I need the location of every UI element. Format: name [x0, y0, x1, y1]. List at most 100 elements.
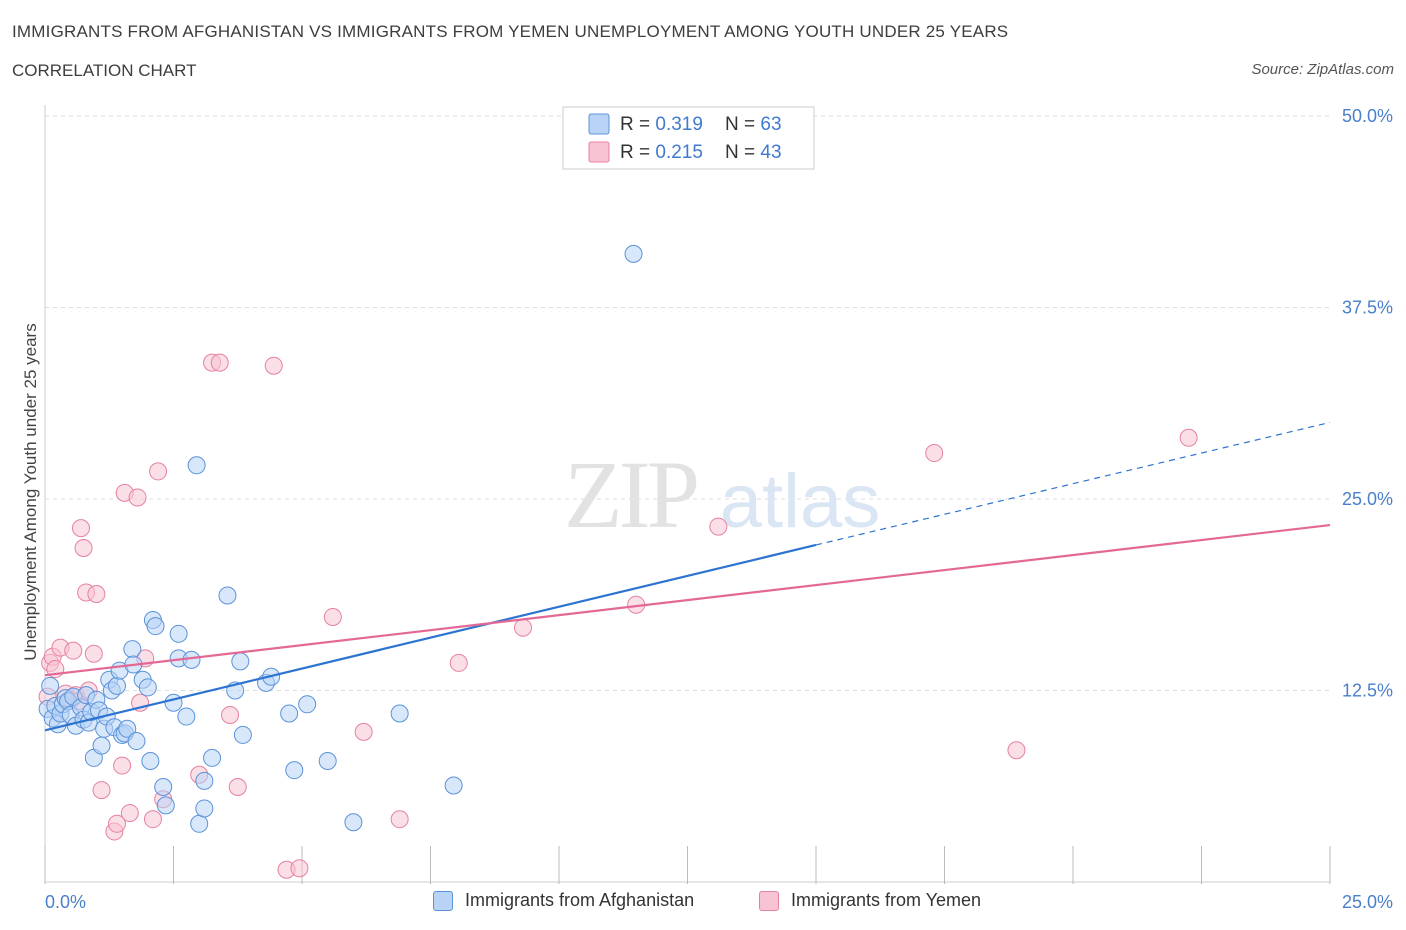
- yemen-points: [38, 353, 1198, 879]
- afghanistan-points: [38, 244, 643, 833]
- yemen-point-44: [1007, 741, 1026, 760]
- afghanistan-point-44: [177, 707, 196, 726]
- legend-bottom-label-afghanistan: Immigrants from Afghanistan: [465, 890, 695, 910]
- legend-bottom-swatch-yemen: [759, 890, 779, 911]
- afghanistan-point-59: [298, 695, 317, 714]
- legend-n-value-afghanistan: 63: [760, 114, 781, 135]
- y-tick-label-1: 25.0%: [1342, 489, 1393, 509]
- legend-r-label-yemen: R =: [620, 142, 655, 163]
- afghanistan-trend-extension: [815, 421, 1331, 546]
- y-tick-label-2: 37.5%: [1342, 298, 1393, 318]
- afghanistan-point-30: [118, 719, 137, 738]
- y-tick-label-3: 50.0%: [1342, 106, 1393, 126]
- legend-swatch-yemen: [588, 141, 610, 163]
- afghanistan-point-58: [285, 761, 304, 780]
- yemen-trend-line: [44, 523, 1331, 677]
- afghanistan-point-35: [138, 678, 157, 697]
- afghanistan-point-46: [187, 456, 206, 475]
- yemen-point-36: [323, 607, 342, 626]
- yemen-point-33: [264, 356, 283, 375]
- afghanistan-point-61: [344, 813, 363, 832]
- x-tick-label-1: 25.0%: [1342, 892, 1393, 912]
- yemen-point-16: [92, 781, 111, 800]
- afghanistan-point-62: [390, 704, 409, 723]
- afghanistan-point-40: [156, 796, 175, 815]
- svg-text:N = 43: N = 43: [725, 142, 782, 163]
- legend-bottom-label-yemen: Immigrants from Yemen: [791, 890, 982, 910]
- yemen-point-10: [71, 519, 90, 538]
- watermark-zip: ZIP: [564, 441, 697, 548]
- yemen-point-26: [149, 462, 168, 481]
- watermark: ZIP atlas: [564, 441, 880, 548]
- legend-item-afghanistan: Immigrants from Afghanistan: [433, 890, 694, 911]
- chart-subtitle: CORRELATION CHART: [12, 61, 197, 80]
- legend-bottom-swatch-afghanistan: [433, 890, 453, 911]
- afghanistan-point-20: [92, 736, 111, 755]
- yemen-point-7: [64, 641, 83, 660]
- y-tick-label-0: 12.5%: [1342, 681, 1393, 701]
- yemen-point-43: [925, 444, 944, 463]
- afghanistan-point-64: [624, 244, 643, 263]
- afghanistan-point-41: [164, 693, 183, 712]
- afghanistan-point-38: [146, 617, 165, 636]
- afghanistan-point-31: [123, 640, 142, 659]
- afghanistan-point-43: [169, 624, 188, 643]
- yemen-point-21: [120, 804, 139, 823]
- yemen-point-22: [128, 488, 147, 507]
- yemen-point-15: [87, 584, 106, 603]
- chart-title: IMMIGRANTS FROM AFGHANISTAN VS IMMIGRANT…: [12, 22, 1009, 41]
- yemen-point-45: [1179, 428, 1198, 447]
- y-axis-label: Unemployment Among Youth under 25 years: [21, 323, 40, 660]
- afghanistan-trend-line: [44, 543, 817, 732]
- legend-n-value-yemen: 43: [760, 142, 781, 163]
- afghanistan-point-51: [218, 586, 237, 605]
- source-label: Source: ZipAtlas.com: [1251, 61, 1394, 78]
- legend-r-value-yemen: 0.215: [655, 142, 703, 163]
- legend-top: R = 0.319 N = 63 R = 0.215 N = 43: [562, 106, 815, 170]
- afghanistan-point-60: [318, 751, 337, 770]
- svg-text:R = 0.319: R = 0.319: [620, 114, 703, 135]
- legend-r-value-afghanistan: 0.319: [655, 114, 703, 135]
- legend-r-label-afghanistan: R =: [620, 114, 655, 135]
- grid-lines: [45, 115, 1330, 691]
- svg-text:N = 63: N = 63: [725, 114, 782, 135]
- yemen-point-32: [228, 778, 247, 797]
- afghanistan-point-57: [280, 704, 299, 723]
- tick-labels: 12.5% 25.0% 37.5% 50.0% 0.0% 25.0%: [45, 106, 1393, 912]
- afghanistan-point-53: [231, 652, 250, 671]
- yemen-point-18: [107, 814, 126, 833]
- afghanistan-point-36: [141, 751, 160, 770]
- legend-bottom: Immigrants from Afghanistan Immigrants f…: [0, 890, 1406, 916]
- svg-text:R = 0.215: R = 0.215: [620, 142, 703, 163]
- legend-swatch-afghanistan: [588, 113, 610, 135]
- yemen-point-35: [290, 859, 309, 878]
- afghanistan-point-39: [154, 778, 173, 797]
- yemen-point-14: [84, 644, 103, 663]
- afghanistan-point-50: [203, 748, 222, 767]
- afghanistan-point-63: [444, 776, 463, 795]
- watermark-atlas: atlas: [720, 459, 881, 544]
- afghanistan-point-47: [190, 814, 209, 833]
- afghanistan-point-26: [107, 676, 126, 695]
- yemen-point-25: [143, 810, 162, 829]
- yemen-point-19: [113, 756, 132, 775]
- axes: [44, 105, 1331, 884]
- afghanistan-point-54: [233, 725, 252, 744]
- legend-item-yemen: Immigrants from Yemen: [759, 890, 981, 911]
- afghanistan-point-1: [41, 676, 60, 695]
- afghanistan-point-49: [195, 771, 214, 790]
- x-tick-label-0: 0.0%: [45, 892, 86, 912]
- yemen-point-39: [449, 653, 468, 672]
- yemen-point-31: [221, 706, 240, 725]
- afghanistan-point-48: [195, 799, 214, 818]
- yemen-point-42: [709, 517, 728, 536]
- yemen-point-37: [354, 722, 373, 741]
- afghanistan-point-33: [127, 732, 146, 751]
- yemen-point-11: [74, 539, 93, 558]
- yemen-point-30: [210, 353, 229, 372]
- yemen-point-40: [514, 618, 533, 637]
- legend-n-label-afghanistan: N =: [725, 114, 760, 135]
- legend-n-label-yemen: N =: [725, 142, 760, 163]
- yemen-point-38: [390, 810, 409, 829]
